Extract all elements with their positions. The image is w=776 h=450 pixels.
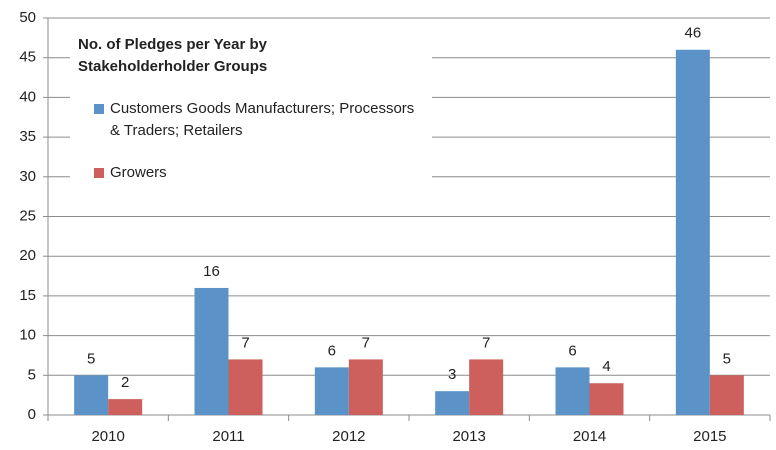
x-tick-label: 2012	[332, 428, 365, 445]
x-tick-label: 2015	[693, 428, 726, 445]
legend-swatch	[94, 168, 104, 178]
y-tick-label: 35	[19, 128, 36, 145]
bar	[228, 359, 263, 415]
bar	[108, 399, 143, 415]
bar	[348, 359, 383, 415]
data-label: 4	[602, 358, 610, 375]
x-tick-label: 2011	[212, 428, 244, 445]
bar	[194, 287, 229, 415]
bar	[709, 375, 744, 415]
bar	[589, 383, 624, 415]
data-label: 16	[203, 263, 220, 280]
data-label: 7	[482, 334, 490, 351]
y-tick-label: 15	[19, 287, 36, 304]
y-tick-label: 50	[19, 9, 36, 26]
legend: No. of Pledges per Year by Stakeholderho…	[74, 34, 434, 184]
data-label: 2	[121, 374, 129, 391]
y-tick-label: 45	[19, 49, 36, 66]
y-tick-label: 0	[28, 406, 36, 423]
y-tick-label: 10	[19, 327, 36, 344]
data-label: 7	[362, 334, 370, 351]
y-tick-label: 30	[19, 168, 36, 185]
data-label: 46	[684, 25, 701, 42]
legend-background	[70, 28, 432, 214]
x-tick-label: 2010	[91, 428, 124, 445]
bar	[314, 367, 349, 415]
y-tick-label: 40	[19, 88, 36, 105]
bar	[469, 359, 504, 415]
data-label: 6	[568, 342, 576, 359]
y-tick-label: 5	[28, 366, 36, 383]
data-label: 3	[448, 366, 456, 383]
bar	[675, 49, 710, 415]
bar	[74, 375, 109, 415]
data-label: 5	[87, 350, 95, 367]
legend-label: Customers Goods Manufacturers; Processor…	[110, 100, 415, 139]
data-label: 7	[241, 334, 249, 351]
x-tick-label: 2014	[573, 428, 606, 445]
legend-item: Customers Goods Manufacturers; Processor…	[74, 98, 434, 142]
legend-label: Growers	[110, 164, 167, 181]
bar	[435, 391, 470, 415]
data-label: 6	[328, 342, 336, 359]
y-tick-label: 20	[19, 247, 36, 264]
legend-item: Growers	[74, 162, 434, 184]
chart-title: No. of Pledges per Year by Stakeholderho…	[78, 36, 268, 75]
legend-swatch	[94, 104, 104, 114]
x-tick-label: 2013	[452, 428, 485, 445]
data-label: 5	[723, 350, 731, 367]
y-tick-label: 25	[19, 207, 36, 224]
bar	[555, 367, 590, 415]
